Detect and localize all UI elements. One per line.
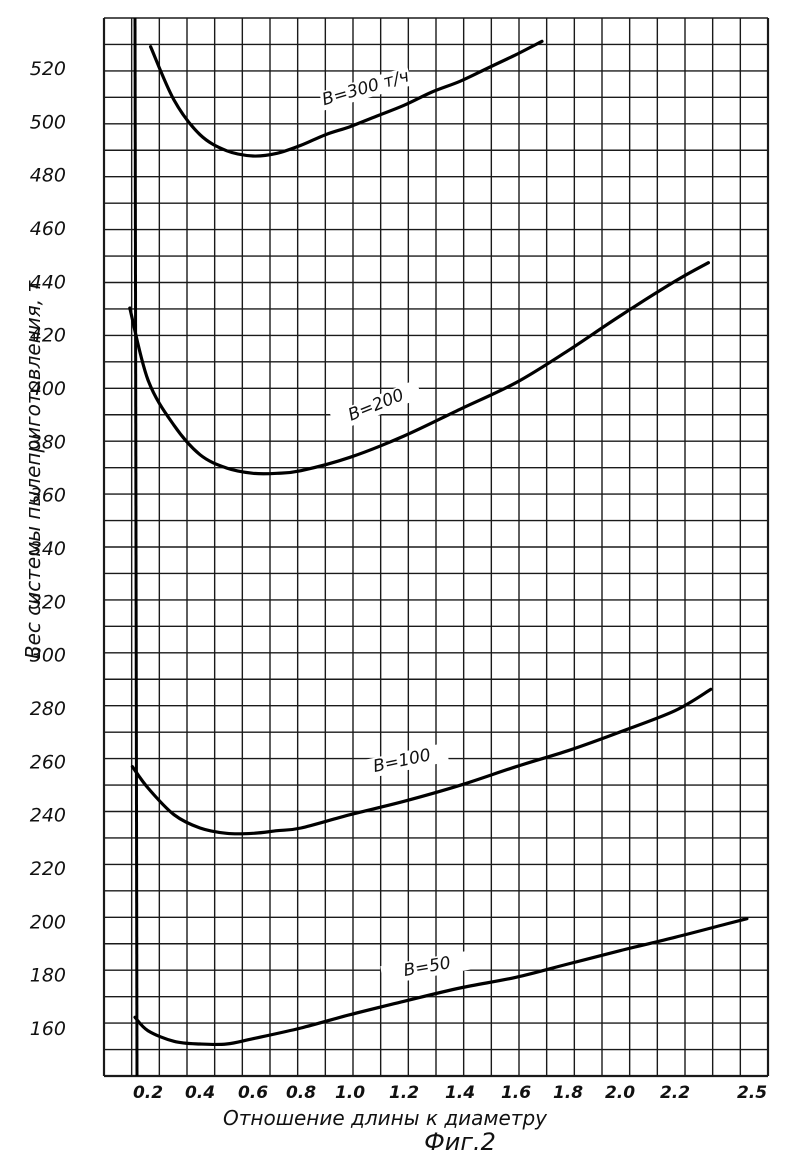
x-tick-label: 0.4 [185, 1083, 215, 1103]
x-axis-title: Отношение длины к диаметру [223, 1106, 548, 1130]
x-tick-label: 1.6 [501, 1083, 531, 1103]
grid [104, 18, 768, 1076]
x-tick-label: 1.8 [553, 1083, 583, 1103]
y-tick-label: 500 [30, 111, 66, 133]
y-tick-label: 260 [30, 751, 66, 773]
figure-caption: Фиг.2 [424, 1128, 496, 1156]
x-tick-label: 2.5 [737, 1083, 767, 1103]
y-tick-label: 520 [30, 58, 66, 80]
y-tick-label: 220 [30, 858, 66, 880]
reference-line [135, 18, 137, 1076]
y-tick-label: 280 [30, 698, 66, 720]
x-tick-label: 0.2 [133, 1083, 163, 1103]
y-tick-label: 240 [30, 805, 66, 827]
x-tick-label: 2.0 [605, 1083, 635, 1103]
y-tick-label: 160 [30, 1018, 66, 1040]
x-tick-label: 1.2 [389, 1083, 419, 1103]
x-tick-label: 0.6 [238, 1083, 268, 1103]
y-tick-label: 480 [30, 165, 66, 187]
x-tick-label: 0.8 [286, 1083, 316, 1103]
x-tick-label: 1.4 [445, 1083, 475, 1103]
x-tick-label: 2.2 [660, 1083, 690, 1103]
y-axis-title: Вес системы пылеприготовления, т [21, 280, 45, 660]
y-tick-label: 200 [30, 911, 66, 933]
y-tick-label: 460 [30, 218, 66, 240]
x-tick-label: 1.0 [335, 1083, 365, 1103]
y-tick-label: 180 [30, 965, 66, 987]
